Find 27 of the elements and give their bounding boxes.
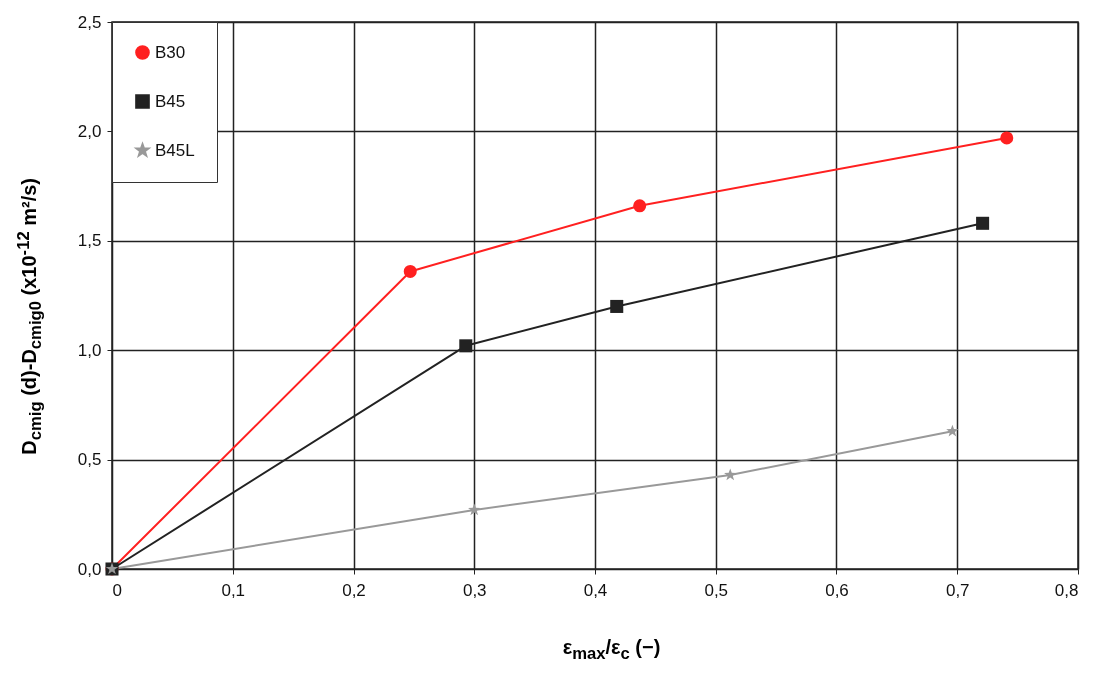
y-tick-label: 1,5 [77,231,102,251]
point [1000,131,1014,145]
legend-label: B45L [155,140,195,160]
x-tick-label: 0,6 [825,580,849,600]
legend-label: B45 [155,91,186,111]
x-tick-label: 0,8 [1054,580,1079,600]
x-tick-label: 0 [112,580,122,600]
point [403,264,417,278]
y-tick-label: 0,0 [77,559,102,579]
x-tick-label: 0,5 [704,580,729,600]
x-tick-label: 0,7 [945,580,970,600]
y-tick-label: 2,5 [77,12,102,32]
x-tick-label: 0,2 [342,580,366,600]
y-tick-label: 0,5 [77,450,102,470]
point [459,339,473,353]
x-tick-label: 0,4 [583,580,608,600]
y-tick-label: 1,0 [77,340,102,360]
point [610,299,624,313]
x-tick-label: 0,3 [462,580,487,600]
y-tick-label: 2,0 [77,121,102,141]
point [633,199,647,213]
point [468,503,481,516]
point [976,216,990,230]
point [946,424,959,437]
x-axis-title: ε$_{max}$/ε$_{c}$ (−) [561,636,662,664]
x-tick-label: 0,1 [221,580,246,600]
legend-label: B30 [155,42,186,62]
